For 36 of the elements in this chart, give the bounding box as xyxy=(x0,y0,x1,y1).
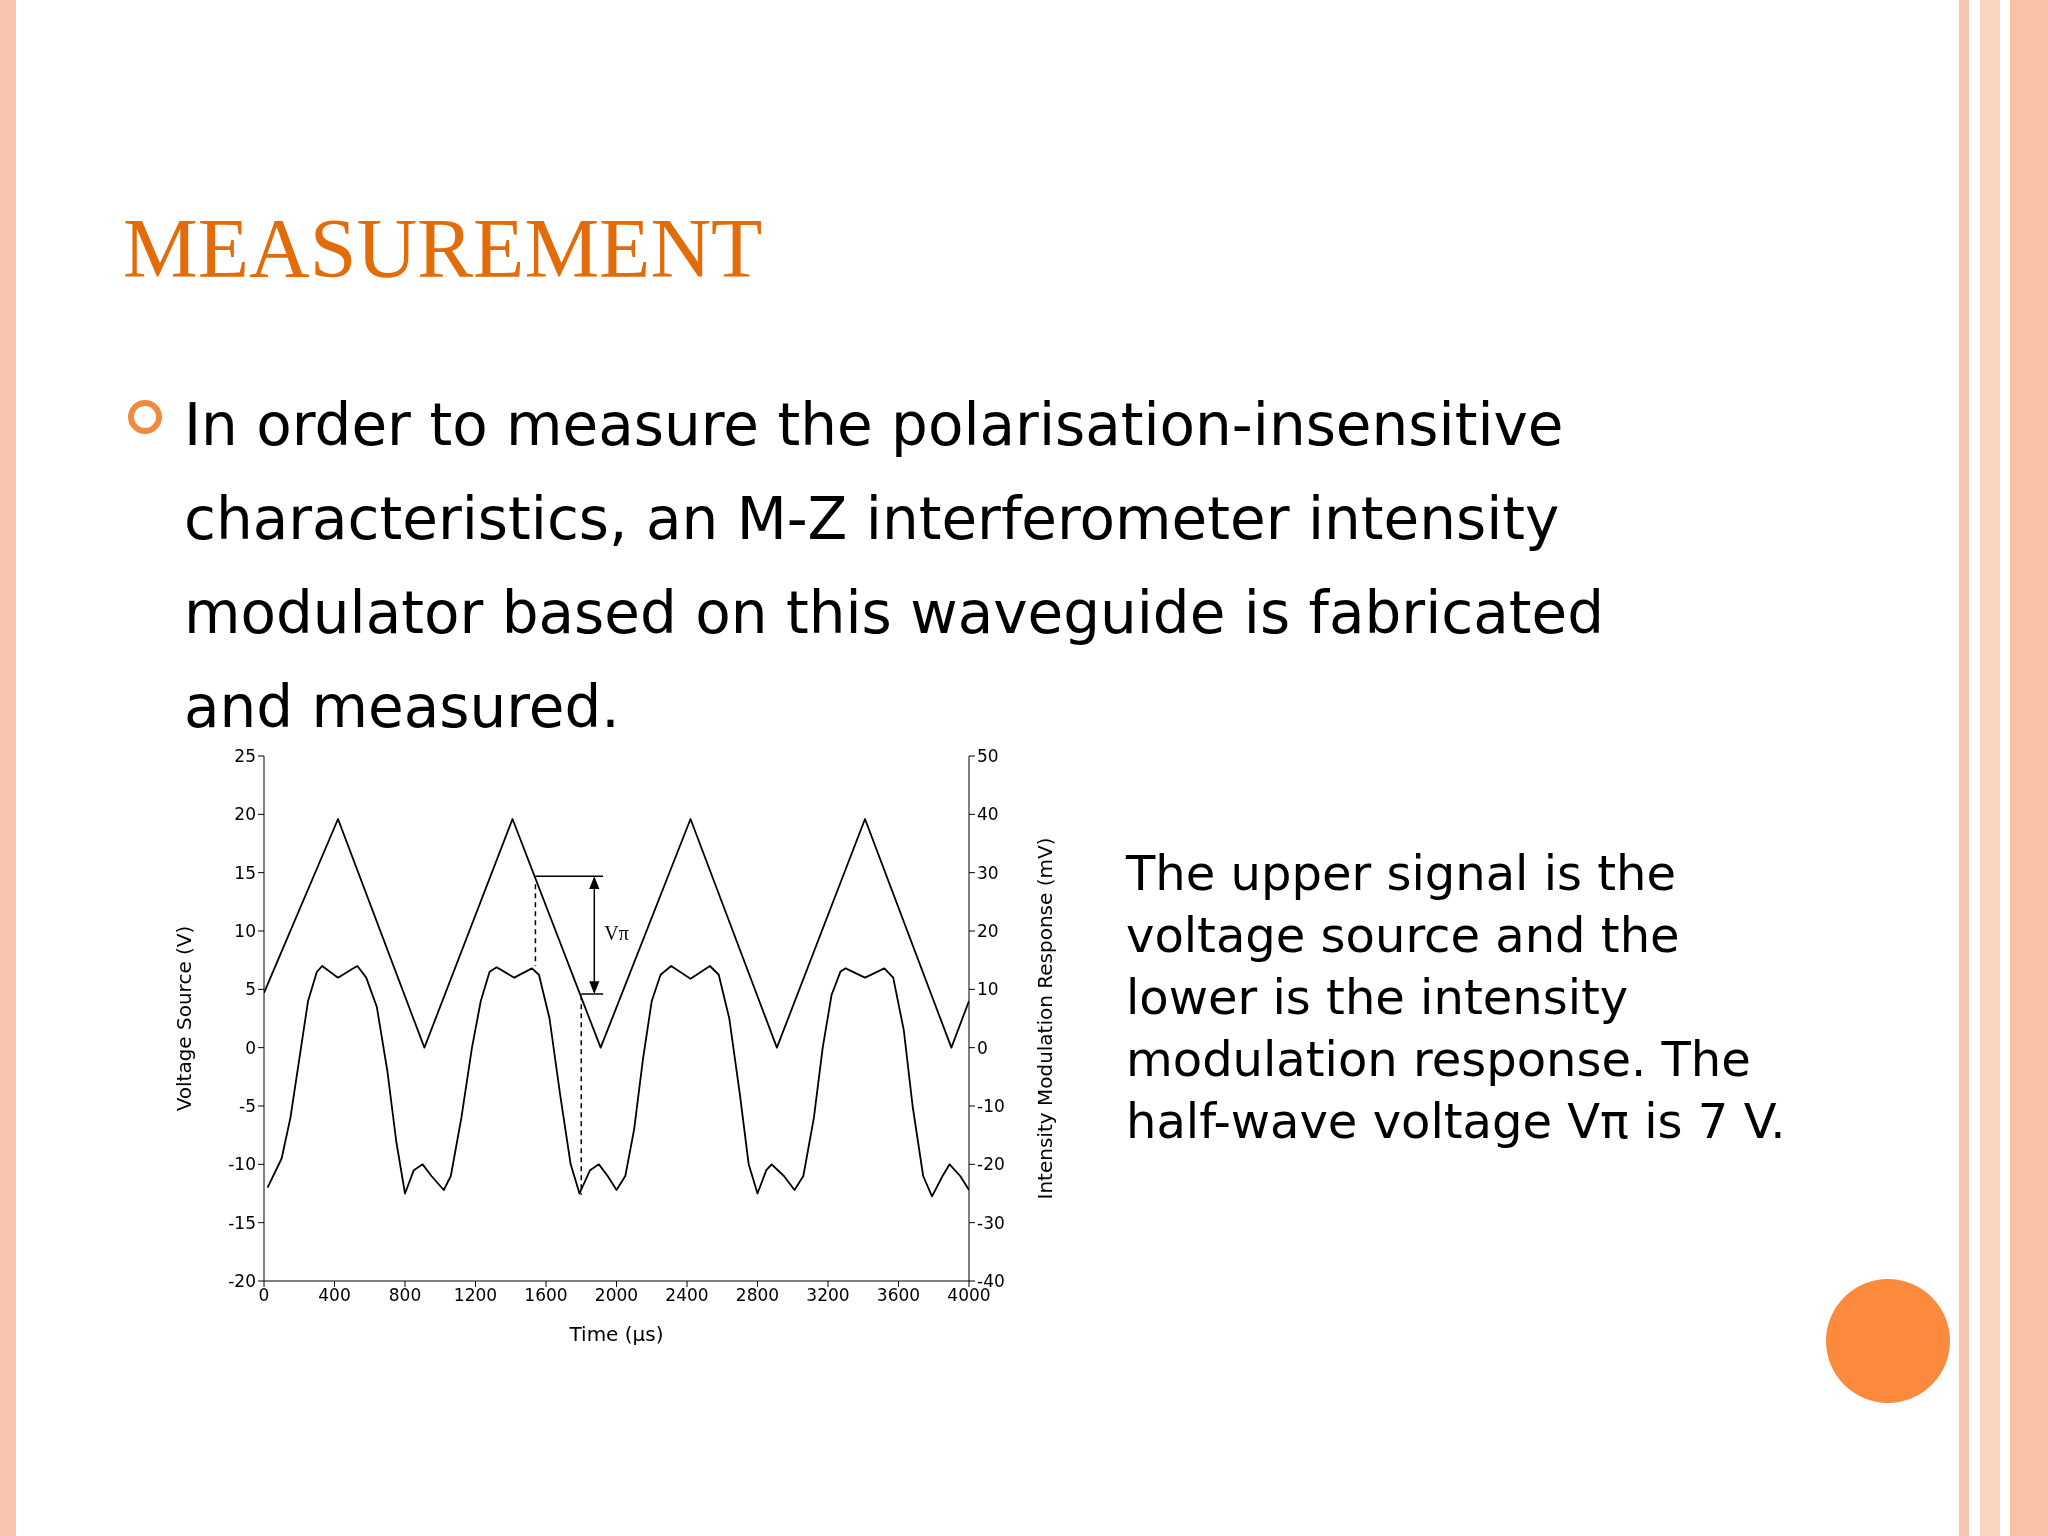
y2-tick-label: 50 xyxy=(977,746,999,767)
y-tick-label: 20 xyxy=(234,804,256,825)
x-tick-label: 2400 xyxy=(665,1285,709,1306)
y-tick-label: -5 xyxy=(239,1096,256,1117)
y-axis-title: Voltage Source (V) xyxy=(172,925,197,1112)
y-tick-label: -20 xyxy=(228,1271,256,1292)
y2-tick-label: 30 xyxy=(977,862,999,883)
x-tick-label: 0 xyxy=(258,1285,270,1306)
annotation: Vπ xyxy=(604,921,629,944)
x-tick-label: 1200 xyxy=(453,1285,498,1306)
y2-tick-label: -20 xyxy=(977,1154,1005,1175)
y2-tick-label: 40 xyxy=(977,804,999,825)
y2-tick-label: 20 xyxy=(977,921,999,942)
y2-axis-title: Intensity Modulation Response (mV) xyxy=(1033,837,1058,1200)
x-tick-label: 3600 xyxy=(876,1285,921,1306)
x-tick-label: 2000 xyxy=(594,1285,639,1306)
x-tick-label: 800 xyxy=(388,1285,422,1306)
text: The upper signal is the voltage source and the lower is the intensity modulation response. The half-wave voltage Vπ is 7 V. xyxy=(1126,844,1787,1151)
y-tick-label: -10 xyxy=(228,1154,256,1175)
chart-title: MEASUREMENT xyxy=(123,201,763,297)
y2-tick-label: 10 xyxy=(977,979,999,1000)
y-tick-label: -15 xyxy=(228,1212,256,1233)
y-tick-label: 25 xyxy=(234,746,256,767)
x-axis-title: Time (μs) xyxy=(568,1322,664,1346)
y2-tick-label: 0 xyxy=(977,1037,988,1058)
y-tick-label: 5 xyxy=(245,979,256,1000)
x-tick-label: 400 xyxy=(318,1285,351,1306)
x-tick-label: 3200 xyxy=(806,1285,850,1306)
y2-tick-label: -30 xyxy=(977,1212,1005,1233)
x-tick-label: 2800 xyxy=(735,1285,780,1306)
text: In order to measure the polarisation-insensitive characteristics, an M-Z interferometer intensity modulator based on this waveguide is fabricated and measured. xyxy=(184,391,1604,741)
y-tick-label: 0 xyxy=(245,1037,256,1058)
y2-tick-label: -10 xyxy=(977,1096,1005,1117)
y-tick-label: 15 xyxy=(234,862,256,883)
y-tick-label: 10 xyxy=(234,921,256,942)
x-tick-label: 1600 xyxy=(524,1285,568,1306)
